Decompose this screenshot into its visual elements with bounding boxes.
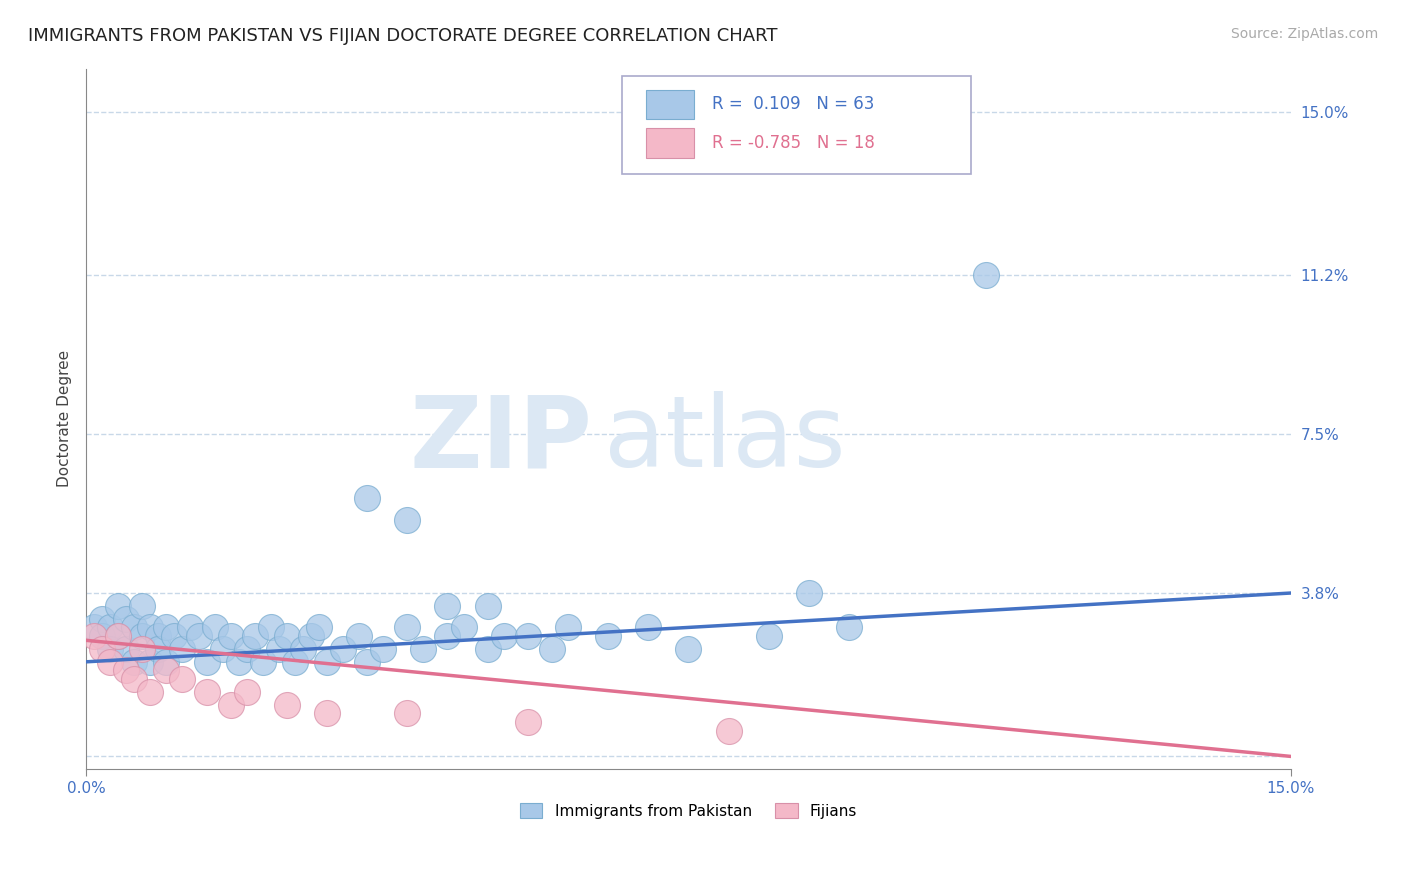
Point xyxy=(179,620,201,634)
Point xyxy=(838,620,860,634)
Point xyxy=(155,664,177,678)
Point xyxy=(316,706,339,721)
Point xyxy=(131,629,153,643)
Point xyxy=(139,655,162,669)
Text: R = -0.785   N = 18: R = -0.785 N = 18 xyxy=(713,134,876,152)
Point xyxy=(291,641,314,656)
Point xyxy=(436,599,458,613)
Point xyxy=(122,672,145,686)
Point xyxy=(252,655,274,669)
Point xyxy=(678,641,700,656)
Text: ZIP: ZIP xyxy=(409,392,592,489)
Point xyxy=(187,629,209,643)
Point xyxy=(557,620,579,634)
Point xyxy=(332,641,354,656)
Point xyxy=(155,655,177,669)
Point xyxy=(276,629,298,643)
Point xyxy=(396,620,419,634)
Point xyxy=(276,698,298,712)
Point xyxy=(172,641,194,656)
Text: R =  0.109   N = 63: R = 0.109 N = 63 xyxy=(713,95,875,113)
Point xyxy=(148,629,170,643)
Point xyxy=(131,641,153,656)
Point xyxy=(453,620,475,634)
Point xyxy=(516,714,538,729)
Point xyxy=(107,629,129,643)
Point xyxy=(219,629,242,643)
Point xyxy=(83,629,105,643)
Point xyxy=(83,620,105,634)
Point xyxy=(91,629,114,643)
Point xyxy=(155,620,177,634)
Point xyxy=(347,629,370,643)
Point xyxy=(541,641,564,656)
FancyBboxPatch shape xyxy=(621,76,972,174)
Point xyxy=(596,629,619,643)
Point xyxy=(356,655,378,669)
Point xyxy=(219,698,242,712)
Point xyxy=(436,629,458,643)
Point xyxy=(98,641,121,656)
Point xyxy=(115,641,138,656)
Text: IMMIGRANTS FROM PAKISTAN VS FIJIAN DOCTORATE DEGREE CORRELATION CHART: IMMIGRANTS FROM PAKISTAN VS FIJIAN DOCTO… xyxy=(28,27,778,45)
Point xyxy=(235,641,257,656)
Point xyxy=(516,629,538,643)
Point xyxy=(974,268,997,282)
Point xyxy=(477,641,499,656)
Point xyxy=(122,620,145,634)
Point xyxy=(131,599,153,613)
Point xyxy=(91,612,114,626)
Point xyxy=(107,599,129,613)
Point xyxy=(204,620,226,634)
Point xyxy=(299,629,322,643)
Point xyxy=(373,641,395,656)
Point xyxy=(284,655,307,669)
Point xyxy=(267,641,290,656)
Legend: Immigrants from Pakistan, Fijians: Immigrants from Pakistan, Fijians xyxy=(513,797,863,825)
Point xyxy=(115,664,138,678)
Point xyxy=(98,655,121,669)
Point xyxy=(758,629,780,643)
Point xyxy=(98,620,121,634)
Point xyxy=(243,629,266,643)
Point xyxy=(107,629,129,643)
Point xyxy=(139,620,162,634)
Point xyxy=(172,672,194,686)
Point xyxy=(797,586,820,600)
Text: Source: ZipAtlas.com: Source: ZipAtlas.com xyxy=(1230,27,1378,41)
Point xyxy=(235,685,257,699)
Point xyxy=(717,723,740,738)
Point xyxy=(163,629,186,643)
Point xyxy=(412,641,434,656)
Point xyxy=(148,641,170,656)
Point xyxy=(316,655,339,669)
Point xyxy=(477,599,499,613)
FancyBboxPatch shape xyxy=(647,89,695,119)
FancyBboxPatch shape xyxy=(647,128,695,158)
Point xyxy=(356,491,378,506)
Point xyxy=(91,641,114,656)
Point xyxy=(308,620,330,634)
Y-axis label: Doctorate Degree: Doctorate Degree xyxy=(58,351,72,487)
Point xyxy=(195,655,218,669)
Point xyxy=(122,655,145,669)
Point xyxy=(211,641,233,656)
Text: atlas: atlas xyxy=(605,392,845,489)
Point xyxy=(115,612,138,626)
Point xyxy=(260,620,283,634)
Point xyxy=(492,629,515,643)
Point xyxy=(637,620,659,634)
Point xyxy=(139,685,162,699)
Point xyxy=(195,685,218,699)
Point xyxy=(396,706,419,721)
Point xyxy=(228,655,250,669)
Point xyxy=(396,513,419,527)
